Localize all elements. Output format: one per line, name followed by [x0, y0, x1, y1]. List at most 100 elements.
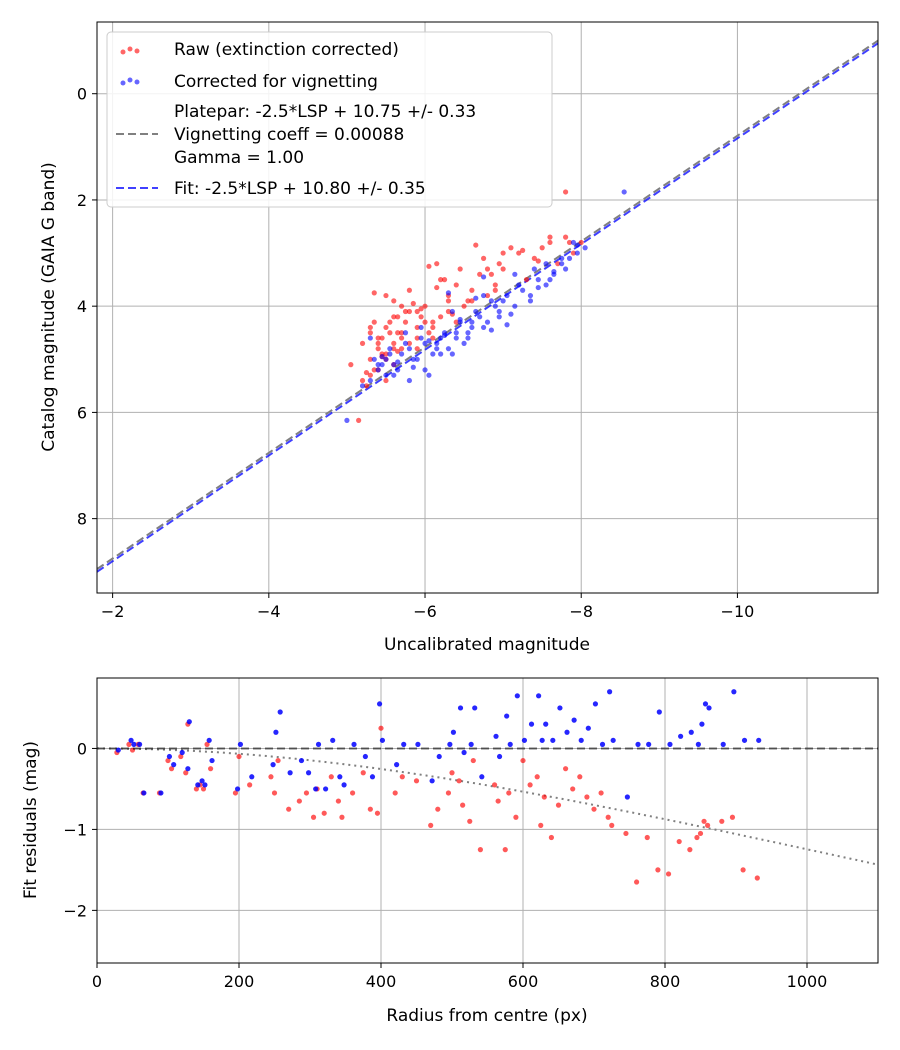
corrected-point — [406, 346, 412, 352]
bottom-x-tick-label: 400 — [366, 972, 397, 991]
corrected-point — [516, 282, 522, 288]
magnitude-calibration-chart: −2 −4 −6 −8 −10 0 2 4 6 8 Uncalibrated magnitude… — [39, 21, 879, 655]
raw-point — [441, 277, 448, 283]
legend-box — [106, 31, 553, 208]
corrected-point — [465, 330, 471, 336]
top-axes-frame — [96, 21, 879, 594]
corrected-residual-point — [341, 782, 347, 788]
corrected-residual-point — [457, 705, 464, 711]
raw-residual-point — [268, 774, 274, 780]
corrected-residual-point — [741, 737, 748, 743]
corrected-point — [563, 266, 569, 272]
corrected-point — [527, 292, 534, 299]
corrected-residual-point — [536, 693, 542, 699]
raw-residual-point — [413, 778, 420, 784]
raw-point — [391, 340, 397, 346]
raw-residual-point — [456, 778, 462, 784]
corrected-residual-point — [504, 713, 510, 719]
bottom-reference-lines — [96, 747, 879, 866]
raw-point — [445, 298, 452, 304]
raw-residual-point — [247, 782, 253, 788]
corrected-point — [566, 255, 573, 261]
raw-residual-point — [321, 810, 327, 816]
raw-residual-point — [694, 834, 700, 841]
corrected-point — [359, 383, 366, 389]
corrected-point — [480, 292, 487, 299]
platepar-line — [96, 39, 879, 570]
corrected-residual-point — [585, 725, 591, 731]
corrected-residual-point — [635, 741, 641, 747]
corrected-residual-point — [298, 757, 305, 764]
corrected-point — [430, 351, 436, 357]
corrected-residual-point — [323, 786, 329, 792]
raw-point — [484, 292, 491, 299]
top-y-tick-label: 6 — [77, 403, 87, 422]
raw-point — [570, 250, 577, 256]
raw-point — [473, 242, 479, 248]
raw-point — [379, 335, 385, 341]
legend-corrected-marker-dot — [134, 79, 140, 85]
raw-point — [547, 234, 553, 240]
corrected-point — [570, 239, 577, 246]
bottom-axes-frame — [96, 677, 879, 964]
corrected-residual-point — [599, 741, 606, 747]
corrected-residual-point — [202, 782, 208, 788]
raw-point — [434, 261, 440, 267]
raw-point — [410, 300, 416, 307]
corrected-point — [434, 340, 440, 346]
raw-point — [359, 377, 366, 384]
corrected-residual-point — [702, 701, 709, 707]
raw-residual-point — [591, 806, 597, 812]
raw-residual-point — [193, 786, 199, 792]
corrected-residual-point — [131, 741, 137, 747]
top-fit-lines — [96, 39, 879, 573]
raw-residual-point — [687, 847, 693, 853]
corrected-residual-point — [330, 737, 336, 743]
raw-point — [539, 245, 545, 251]
corrected-residual-point — [415, 741, 421, 747]
raw-residual-point — [200, 786, 207, 792]
corrected-point — [531, 266, 537, 272]
raw-point — [395, 348, 401, 354]
raw-point — [520, 247, 526, 253]
top-legend: Raw (extinction corrected) Corrected for… — [106, 31, 553, 208]
corrected-residual-point — [209, 757, 215, 764]
raw-residual-point — [271, 790, 278, 796]
corrected-point — [422, 367, 428, 373]
corrected-residual-point — [128, 737, 134, 743]
corrected-point — [484, 319, 491, 325]
raw-point — [465, 298, 471, 304]
raw-point — [547, 239, 553, 246]
raw-point — [430, 335, 436, 341]
raw-point — [395, 314, 401, 320]
raw-residual-point — [577, 774, 583, 780]
corrected-point — [414, 356, 420, 362]
corrected-point — [391, 362, 397, 368]
corrected-point — [535, 284, 541, 291]
corrected-point — [379, 362, 385, 368]
corrected-residual-point — [564, 729, 570, 735]
top-x-ticks: −2 −4 −6 −8 −10 — [101, 593, 754, 621]
raw-residual-point — [232, 790, 239, 796]
corrected-residual-point — [450, 729, 457, 735]
bottom-x-tick-label: 0 — [92, 972, 102, 991]
raw-residual-point — [623, 830, 629, 837]
raw-residual-point — [435, 806, 441, 812]
raw-residual-point — [570, 786, 576, 792]
raw-point — [363, 369, 370, 376]
top-y-tick-label: 0 — [77, 85, 87, 104]
raw-point — [406, 340, 412, 346]
corrected-point — [367, 377, 373, 384]
corrected-point — [449, 351, 455, 357]
corrected-residual-point — [237, 741, 244, 747]
raw-residual-point — [165, 757, 171, 764]
raw-residual-point — [183, 770, 189, 776]
raw-point — [406, 287, 412, 293]
top-x-tick-label: −2 — [101, 602, 125, 621]
corrected-residual-point — [429, 778, 435, 784]
raw-point — [578, 239, 584, 246]
raw-point — [371, 367, 377, 373]
corrected-point — [395, 367, 401, 373]
corrected-residual-point — [731, 689, 737, 695]
corrected-point — [551, 269, 557, 275]
